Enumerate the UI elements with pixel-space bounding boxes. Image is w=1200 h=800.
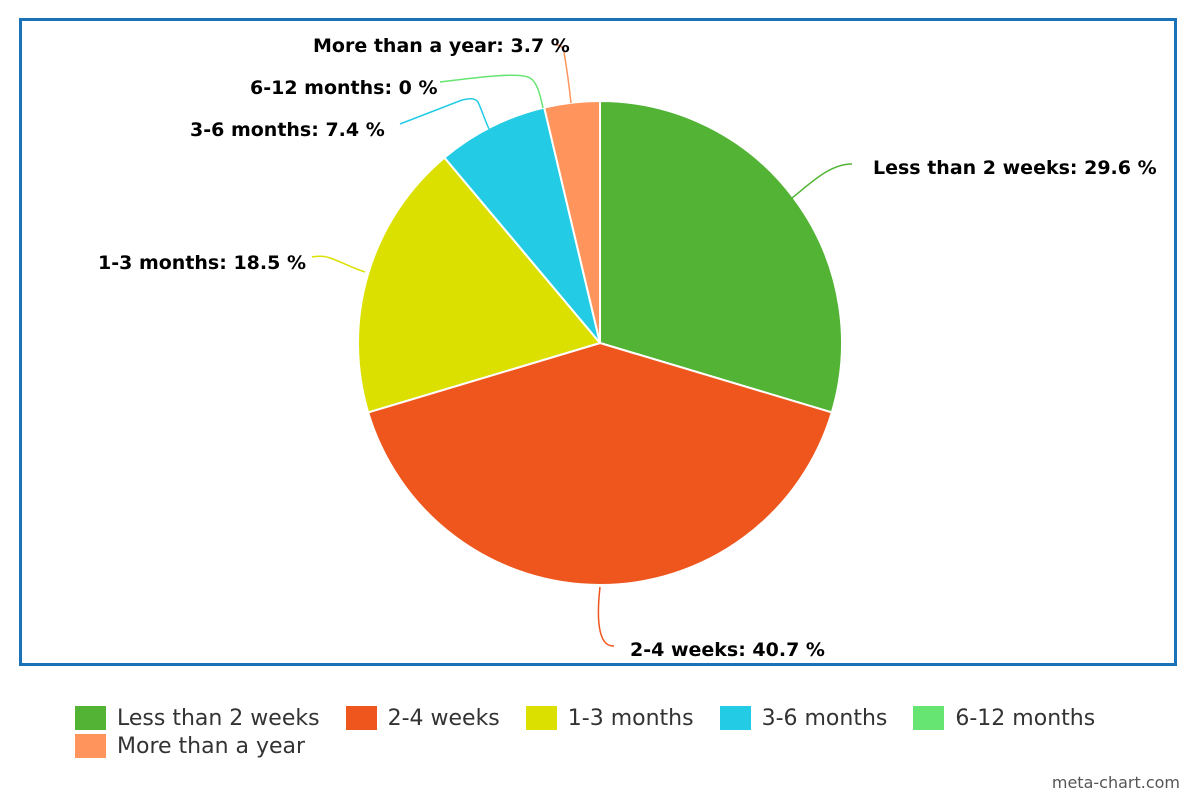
slice-label: 2-4 weeks: 40.7 % <box>630 639 825 661</box>
legend-label: 2-4 weeks <box>387 705 500 731</box>
legend-swatch <box>719 706 751 730</box>
pie-slice-more-than-a-year[interactable] <box>542 99 601 344</box>
legend-item-less-than-2-weeks[interactable]: Less than 2 weeks <box>75 706 320 731</box>
slice-label: Less than 2 weeks: 29.6 % <box>873 157 1157 179</box>
legend-item-1-3-months[interactable]: 1-3 months <box>525 705 694 731</box>
pie-slice-1-3-months[interactable] <box>357 156 602 414</box>
credit-link[interactable]: meta-chart.com <box>1051 773 1180 792</box>
legend-label: More than a year <box>117 733 306 759</box>
legend-row-1: Less than 2 weeks 2-4 weeks 1-3 months 3… <box>75 704 1175 732</box>
legend-row-2: More than a year <box>75 732 1175 760</box>
pie-slice-3-6-months[interactable] <box>443 106 601 344</box>
slice-label: More than a year: 3.7 % <box>313 35 570 57</box>
leader-line <box>555 44 572 104</box>
legend: Less than 2 weeks 2-4 weeks 1-3 months 3… <box>75 704 1175 760</box>
label-leader-lines <box>311 44 853 647</box>
slice-label: 6-12 months: 0 % <box>250 77 438 99</box>
leader-line <box>791 163 853 199</box>
leader-line <box>399 97 490 130</box>
legend-label: 1-3 months <box>567 705 694 731</box>
slice-label: 3-6 months: 7.4 % <box>190 119 385 141</box>
leader-line <box>597 586 615 647</box>
leader-line <box>311 255 366 273</box>
pie-slice-2-4-weeks[interactable] <box>366 341 834 586</box>
pie-slices <box>357 99 843 586</box>
legend-item-more-than-a-year[interactable]: More than a year <box>75 734 305 759</box>
legend-swatch <box>913 706 945 730</box>
slice-label: 1-3 months: 18.5 % <box>98 252 306 274</box>
leader-line <box>439 74 544 109</box>
slice-labels: Less than 2 weeks: 29.6 % 2-4 weeks: 40.7… <box>98 35 1157 661</box>
legend-swatch <box>345 706 377 730</box>
legend-label: 6-12 months <box>955 705 1096 731</box>
chart-frame <box>19 18 1177 666</box>
legend-swatch <box>75 734 106 758</box>
pie-slice-less-than-2-weeks[interactable] <box>599 99 843 414</box>
legend-label: Less than 2 weeks <box>117 705 320 731</box>
legend-swatch <box>525 706 557 730</box>
legend-label: 3-6 months <box>761 705 888 731</box>
legend-swatch <box>75 706 106 730</box>
legend-item-3-6-months[interactable]: 3-6 months <box>719 705 888 731</box>
legend-item-2-4-weeks[interactable]: 2-4 weeks <box>345 705 500 731</box>
legend-item-6-12-months[interactable]: 6-12 months <box>913 706 1095 731</box>
